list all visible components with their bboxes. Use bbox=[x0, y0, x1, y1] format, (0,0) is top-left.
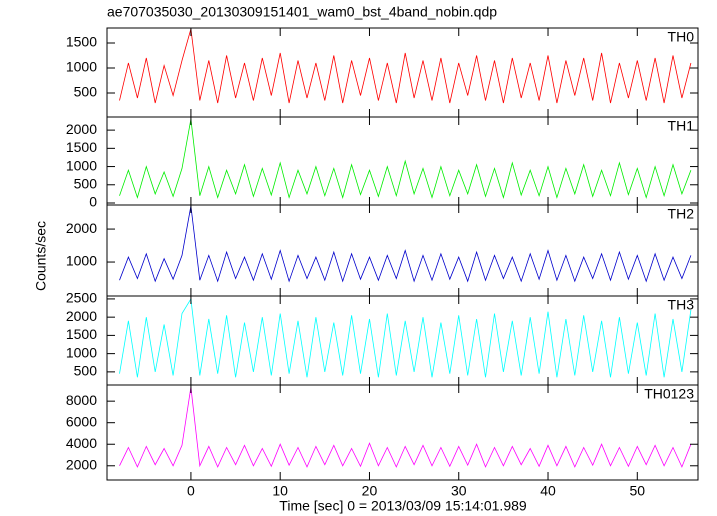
y-tick-label: 2000 bbox=[66, 121, 97, 137]
panel-label: TH2 bbox=[668, 206, 695, 222]
y-tick-label: 1000 bbox=[66, 344, 97, 360]
x-tick-label: 30 bbox=[451, 483, 467, 499]
panel-label: TH0123 bbox=[644, 386, 694, 402]
y-tick-label: 1000 bbox=[66, 157, 97, 173]
x-tick-label: 20 bbox=[362, 483, 378, 499]
y-tick-label: 6000 bbox=[66, 413, 97, 429]
y-tick-label: 1000 bbox=[66, 253, 97, 269]
panel-label: TH3 bbox=[668, 297, 695, 313]
panel-frame bbox=[106, 384, 699, 481]
light-curve bbox=[119, 387, 692, 468]
panel-frame bbox=[106, 27, 699, 118]
y-axis-label: Counts/sec bbox=[33, 221, 49, 291]
y-tick-label: 2000 bbox=[66, 308, 97, 324]
y-tick-label: 2000 bbox=[66, 220, 97, 236]
panel-frame bbox=[106, 204, 699, 297]
y-tick-label: 2000 bbox=[66, 456, 97, 472]
light-curve bbox=[119, 28, 692, 104]
y-tick-label: 1500 bbox=[66, 326, 97, 342]
x-tick-label: 40 bbox=[540, 483, 556, 499]
y-tick-label: 4000 bbox=[66, 435, 97, 451]
x-tick-label: 0 bbox=[187, 483, 195, 499]
y-tick-label: 0 bbox=[89, 194, 97, 210]
y-tick-label: 1000 bbox=[66, 59, 97, 75]
x-tick-label: 50 bbox=[630, 483, 646, 499]
y-tick-label: 500 bbox=[74, 363, 98, 379]
panel-label: TH0 bbox=[668, 29, 695, 45]
y-tick-label: 1500 bbox=[66, 34, 97, 50]
panel-label: TH1 bbox=[668, 118, 695, 134]
light-curve bbox=[119, 297, 692, 378]
light-curve bbox=[119, 205, 692, 283]
light-curve bbox=[119, 119, 692, 199]
x-axis-label: Time [sec] 0 = 2013/03/09 15:14:01.989 bbox=[279, 498, 527, 514]
chart-title: ae707035030_20130309151401_wam0_bst_4ban… bbox=[107, 4, 497, 20]
x-tick-label: 10 bbox=[272, 483, 288, 499]
y-tick-label: 1500 bbox=[66, 139, 97, 155]
y-tick-label: 500 bbox=[74, 175, 98, 191]
y-tick-label: 500 bbox=[74, 84, 98, 100]
y-tick-label: 8000 bbox=[66, 392, 97, 408]
y-tick-label: 2500 bbox=[66, 290, 97, 306]
